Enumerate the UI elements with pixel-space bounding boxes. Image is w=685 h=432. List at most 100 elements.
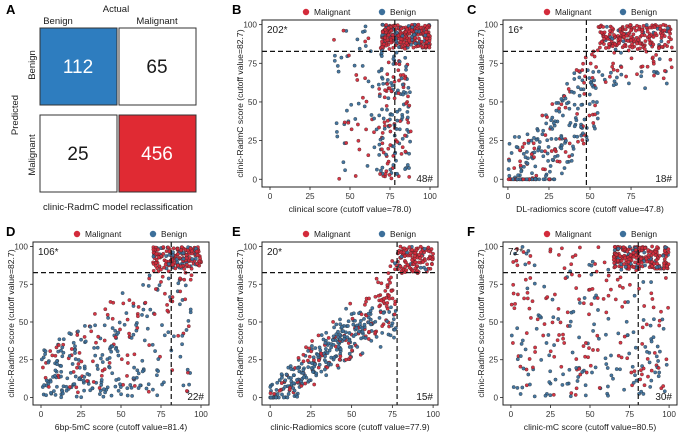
point-malignant [608,29,612,33]
point-malignant [173,266,178,271]
point-malignant [359,312,364,317]
point-malignant [548,247,553,252]
point-malignant [54,345,59,350]
point-benign [400,82,405,87]
point-benign [548,369,553,374]
point-benign [389,305,393,310]
point-benign [155,373,159,378]
point-benign [130,394,134,398]
actual-axis-label: Actual [103,4,129,15]
point-benign [609,70,613,75]
point-malignant [629,56,634,61]
point-malignant [389,28,394,33]
point-malignant [165,303,169,307]
row-label-malignant: Malignant [27,134,38,176]
point-malignant [102,338,107,343]
point-malignant [608,74,612,79]
point-benign [554,137,558,141]
point-malignant [535,317,540,322]
point-malignant [561,332,565,337]
point-benign [615,75,619,80]
point-malignant [388,123,392,128]
x-tick-label: 50 [116,410,126,419]
point-benign [641,280,646,284]
point-benign [314,371,319,376]
point-malignant [669,45,674,50]
point-malignant [667,29,672,34]
point-malignant [628,253,633,258]
point-benign [605,366,610,370]
point-malignant [388,143,393,147]
point-malignant [531,365,535,370]
point-malignant [186,324,191,329]
point-benign [362,104,367,109]
point-malignant [563,276,568,281]
point-malignant [577,273,582,278]
point-benign [347,338,352,343]
point-benign [651,335,656,340]
point-benign [517,135,521,139]
point-benign [311,370,315,374]
point-malignant [75,365,79,370]
point-benign [368,317,373,322]
point-malignant [661,22,666,27]
point-malignant [82,335,87,339]
point-malignant [645,259,649,264]
point-malignant [591,121,596,125]
point-benign [624,319,629,324]
y-axis-title: clinic-RadmC score (cutoff value=82.7) [235,249,245,397]
point-benign [569,89,574,94]
point-malignant [127,298,132,302]
point-benign [555,153,560,158]
point-benign [106,316,110,320]
point-malignant [632,369,637,374]
point-malignant [268,391,273,396]
point-benign [360,351,365,356]
point-malignant [593,103,597,108]
point-benign [661,326,666,331]
point-benign [380,76,385,81]
point-malignant [654,53,658,57]
point-malignant [386,60,391,65]
point-malignant [601,25,606,29]
point-benign [333,53,337,58]
point-benign [129,336,134,340]
point-benign [523,347,528,352]
point-benign [654,354,659,359]
point-benign [549,137,554,141]
y-tick-label: 100 [243,243,257,252]
top-left-count: 202* [267,25,288,36]
point-benign [380,107,384,112]
point-benign [394,50,399,55]
point-malignant [389,89,394,93]
point-benign [554,101,559,105]
point-benign [407,166,411,170]
point-malignant [610,26,614,30]
cm-caption: clinic-RadmC model reclassification [43,202,193,213]
point-malignant [348,355,353,360]
point-benign [324,347,328,351]
point-malignant [356,138,361,143]
point-benign [43,352,47,356]
point-malignant [587,113,592,118]
point-malignant [385,283,390,287]
point-malignant [377,125,381,130]
point-malignant [384,23,389,27]
point-benign [374,335,379,339]
point-malignant [387,47,392,51]
point-malignant [48,349,53,353]
point-benign [405,115,410,120]
panel-letter-d: D [6,224,15,239]
cm-cell-benign-benign [39,27,118,106]
y-tick-label: 75 [248,59,258,68]
point-benign [526,372,531,377]
point-malignant [638,46,642,51]
point-malignant [574,286,579,290]
point-malignant [612,261,617,265]
point-benign [369,338,374,343]
point-benign [572,77,577,81]
point-benign [606,267,611,272]
point-malignant [629,35,634,39]
point-benign [556,317,561,321]
